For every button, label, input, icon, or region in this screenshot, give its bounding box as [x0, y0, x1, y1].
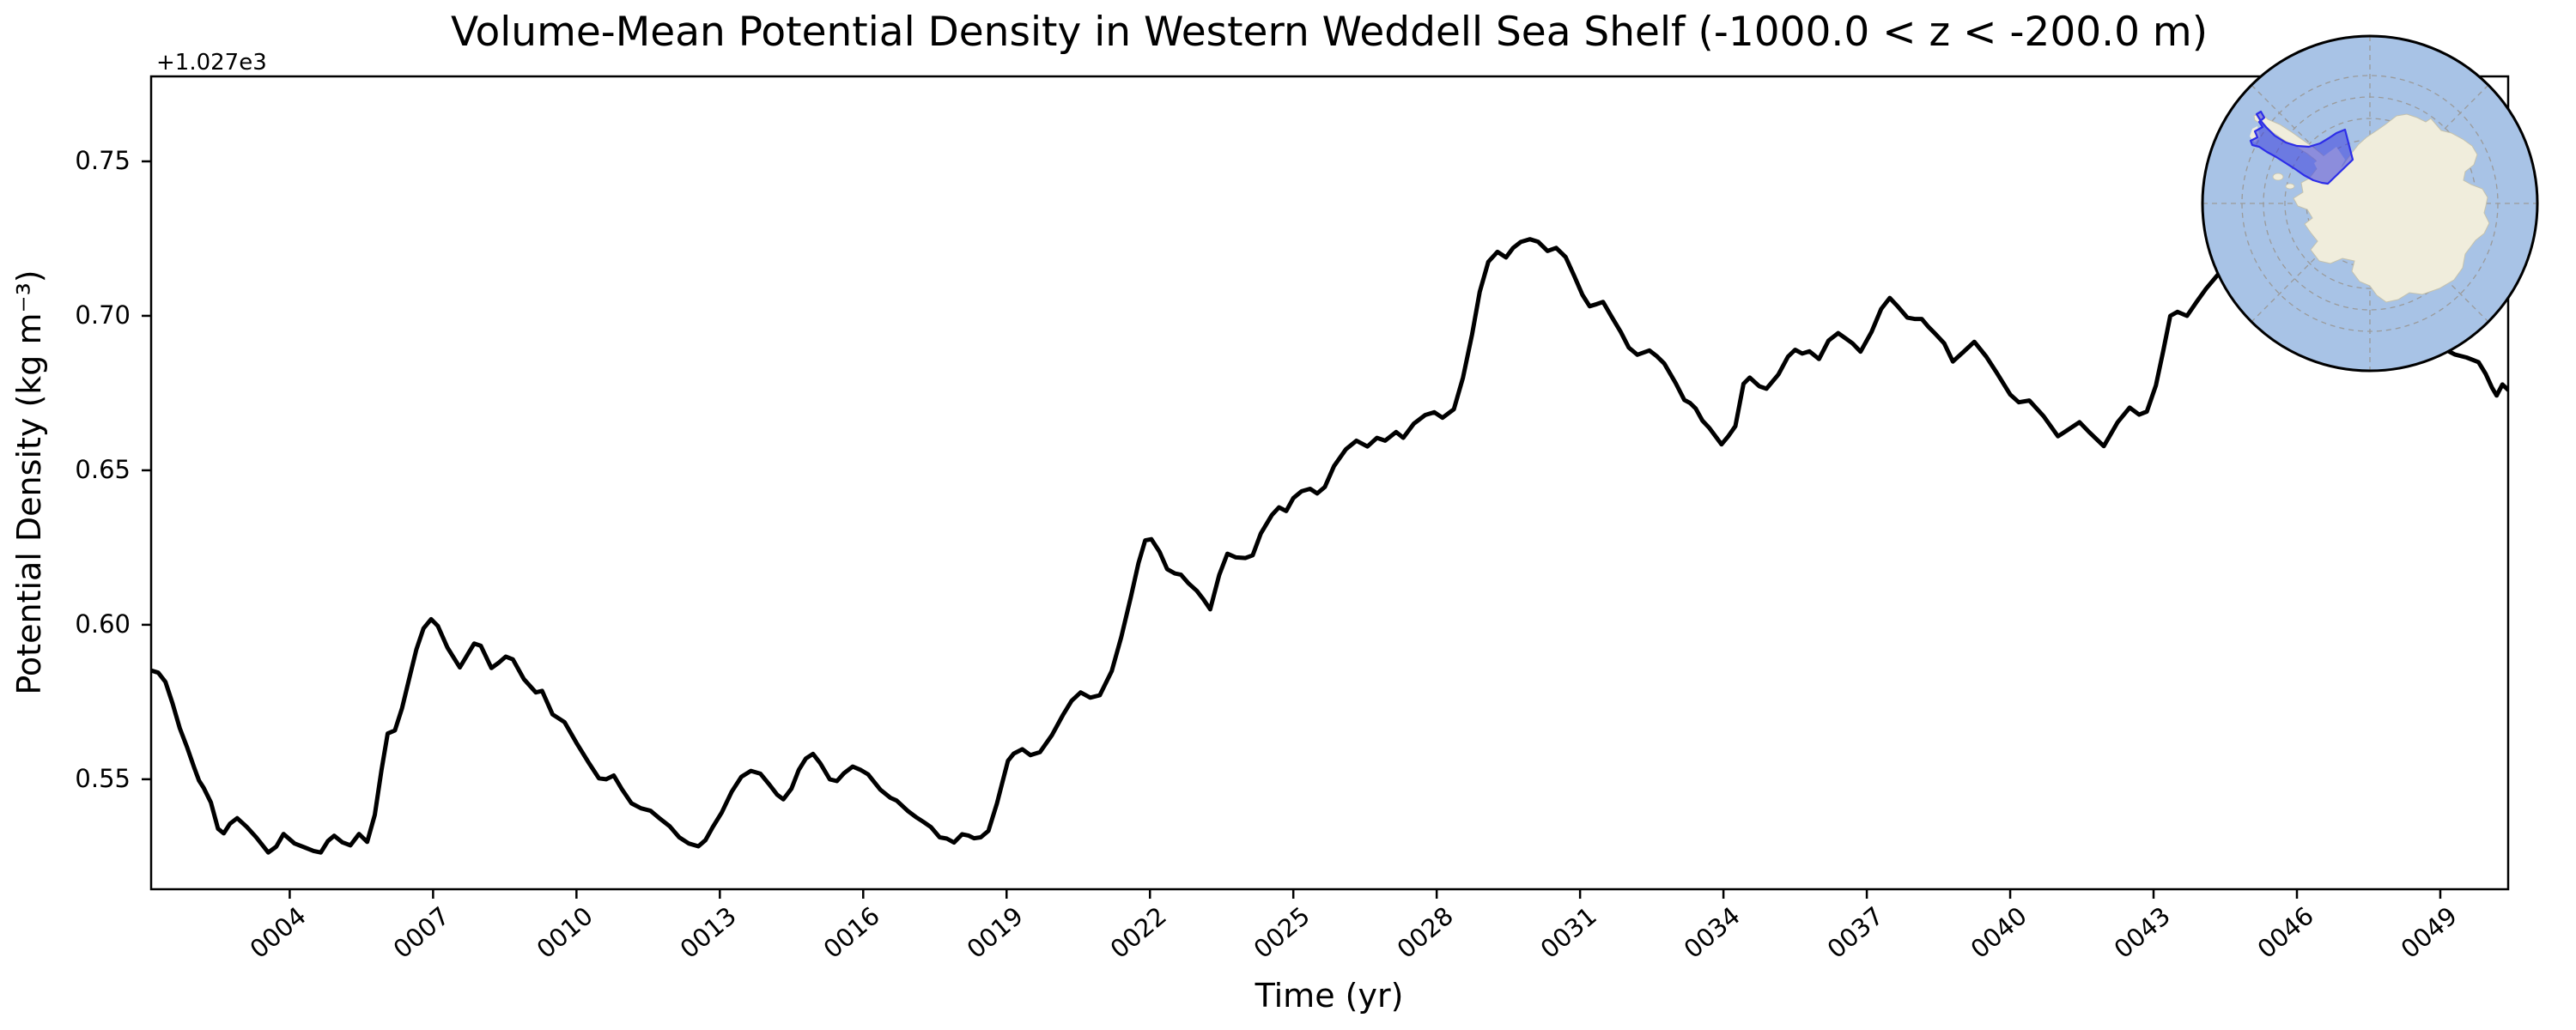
- inset-map-antarctica: [2201, 34, 2539, 373]
- y-tick-label: 0.60: [75, 609, 131, 639]
- y-tick-label: 0.65: [75, 454, 131, 484]
- density-line-series: [151, 227, 2508, 855]
- inset-island: [2272, 173, 2284, 181]
- axes-spines: [149, 75, 2510, 891]
- y-tick-label: 0.75: [75, 145, 131, 175]
- inset-map-outline: [2201, 34, 2539, 373]
- inset-highlight-region-western-weddell-shelf: [2249, 110, 2354, 185]
- inset-island: [2285, 183, 2295, 190]
- y-tick-label: 0.55: [75, 763, 131, 793]
- y-axis-offset-text: +1.027e3: [156, 50, 267, 76]
- x-axis-label: Time (yr): [1255, 977, 1404, 1015]
- inset-map-contents: [2202, 36, 2537, 371]
- y-tick-label: 0.70: [75, 300, 131, 330]
- inset-antarctica-land: [2253, 112, 2490, 303]
- plot-title: Volume-Mean Potential Density in Western…: [450, 9, 2208, 56]
